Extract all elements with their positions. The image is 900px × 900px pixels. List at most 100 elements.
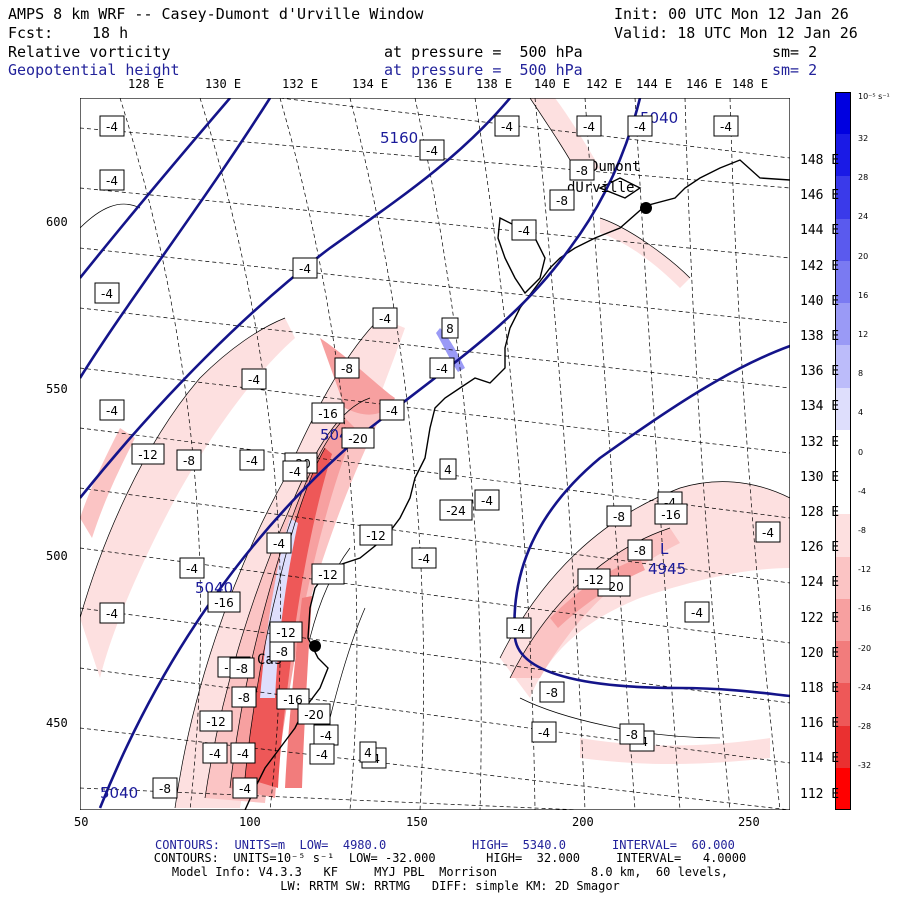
vorticity-value-box: -4 <box>576 115 602 137</box>
map-title: AMPS 8 km WRF -- Casey-Dumont d'Urville … <box>8 5 424 23</box>
lat-label: 130 E <box>800 469 840 485</box>
vorticity-value-box: -4 <box>99 115 125 137</box>
lat-label: 136 E <box>800 364 840 380</box>
colorbar-tick-label: -32 <box>858 761 872 771</box>
vorticity-value-box: -4 <box>202 742 228 764</box>
vorticity-value-label: -16 <box>214 596 234 610</box>
vorticity-value-label: -24 <box>446 504 466 518</box>
lat-label: 148 E <box>800 153 840 168</box>
lat-label: 138 E <box>800 329 840 344</box>
vorticity-value-label: -12 <box>138 448 158 462</box>
vorticity-value-label: -20 <box>304 708 324 722</box>
colorbar-tick-label: 28 <box>858 173 869 183</box>
vorticity-value-label: -16 <box>661 508 681 522</box>
lat-label: 114 E <box>800 751 840 767</box>
vorticity-value-label: -12 <box>206 715 226 729</box>
x-tick-label: 100 <box>239 815 261 829</box>
vorticity-value-label: -4 <box>583 120 595 134</box>
vorticity-value-label: -4 <box>106 174 118 188</box>
vorticity-value-label: -4 <box>106 120 118 134</box>
vorticity-value-box: -4 <box>239 449 265 471</box>
vorticity-value-label: -4 <box>106 607 118 621</box>
vorticity-value-label: -4 <box>106 404 118 418</box>
colorbar-tick-label: 16 <box>858 290 869 300</box>
colorbar-tick-label: 20 <box>858 251 869 261</box>
lat-label: 142 E <box>800 258 840 274</box>
lat-label: 116 E <box>800 716 840 732</box>
vorticity-value-box: -4 <box>99 169 125 191</box>
vorticity-value-label: -4 <box>418 552 430 566</box>
vorticity-value-label: -4 <box>518 224 530 238</box>
vorticity-value-label: -20 <box>348 432 368 446</box>
vorticity-value-box: -12 <box>131 443 165 465</box>
vorticity-value-label: -4 <box>481 494 493 508</box>
vorticity-value-label: 4 <box>364 746 372 760</box>
vorticity-value-box: -4 <box>419 139 445 161</box>
vorticity-value-label: -12 <box>318 568 338 582</box>
vorticity-value-label: 4 <box>444 463 452 477</box>
vorticity-value-box: -4 <box>411 547 437 569</box>
vorticity-value-box: -4 <box>266 532 292 554</box>
vorticity-value-box: -8 <box>269 640 295 662</box>
vorticity-value-box: -8 <box>569 159 595 181</box>
vorticity-value-label: -8 <box>276 645 288 659</box>
dumont-label-line2: dUrville <box>567 180 634 196</box>
smoothing-1: sm= 2 <box>772 43 818 61</box>
vorticity-value-box: -16 <box>207 591 241 613</box>
height-label-5040: 5040 <box>100 784 138 802</box>
colorbar <box>835 92 851 811</box>
x-tick-label: 50 <box>74 815 89 829</box>
vorticity-value-label: -8 <box>626 728 638 742</box>
vorticity-value-label: -8 <box>546 686 558 700</box>
geopotential-contours <box>80 98 790 809</box>
vorticity-value-box: -8 <box>231 686 257 708</box>
vorticity-value-label: -8 <box>159 782 171 796</box>
vorticity-value-box: -16 <box>654 503 688 525</box>
vorticity-value-box: -8 <box>627 539 653 561</box>
vorticity-value-label: -8 <box>613 510 625 524</box>
vorticity-value-box: -4 <box>531 721 557 743</box>
lat-label: 132 E <box>800 434 840 450</box>
colorbar-tick-label: -20 <box>858 643 872 653</box>
colorbar-segment <box>835 641 851 684</box>
colorbar-segment <box>835 176 851 220</box>
vorticity-value-box: -16 <box>311 402 345 424</box>
lat-label: 118 E <box>800 681 840 696</box>
vorticity-value-label: -4 <box>436 362 448 376</box>
vorticity-value-box: -4 <box>179 557 205 579</box>
vorticity-value-label: -8 <box>556 194 568 208</box>
colorbar-tick-label: 0 <box>858 447 864 457</box>
colorbar-tick-label: 24 <box>858 212 869 222</box>
vorticity-value-label: -12 <box>276 626 296 640</box>
low-pressure-marker: L <box>660 540 669 558</box>
vorticity-value-label: -4 <box>248 373 260 387</box>
height-contour-info-high: HIGH= 5340.0 <box>472 838 566 852</box>
lat-label: 146 E <box>800 188 840 204</box>
vorticity-value-box: -4 <box>379 399 405 421</box>
vorticity-value-box: -8 <box>619 723 645 745</box>
lon-label: 134 E <box>352 77 389 91</box>
vorticity-value-box: -4 <box>230 742 256 764</box>
colorbar-segment <box>835 92 851 135</box>
vorticity-value-box: -12 <box>577 568 611 590</box>
vorticity-map: 5160 5040 5040 5040 5040 L 4945 Cas Dumo… <box>80 98 790 810</box>
vorticity-value-label: -4 <box>513 622 525 636</box>
colorbar-segment <box>835 683 851 727</box>
lat-label: 128 E <box>800 505 840 520</box>
vorticity-value-label: -4 <box>664 496 676 510</box>
lat-label: 140 E <box>800 293 840 309</box>
field-vorticity: Relative vorticity <box>8 43 171 61</box>
vorticity-value-label: -12 <box>584 573 604 587</box>
forecast-hour: 18 h <box>92 24 129 42</box>
colorbar-segment <box>835 767 851 811</box>
y-tick-label: 600 <box>46 215 68 229</box>
lon-label: 146 E <box>686 77 723 91</box>
colorbar-tick-label: -4 <box>858 486 866 496</box>
vorticity-value-label: -4 <box>720 120 732 134</box>
height-contour-info-units: CONTOURS: UNITS=m LOW= 4980.0 <box>155 838 387 852</box>
vorticity-value-box: -4 <box>241 368 267 390</box>
lon-label: 140 E <box>534 77 571 91</box>
vorticity-value-label: -4 <box>209 747 221 761</box>
colorbar-segment <box>835 472 851 515</box>
lat-label: 112 E <box>800 786 840 802</box>
